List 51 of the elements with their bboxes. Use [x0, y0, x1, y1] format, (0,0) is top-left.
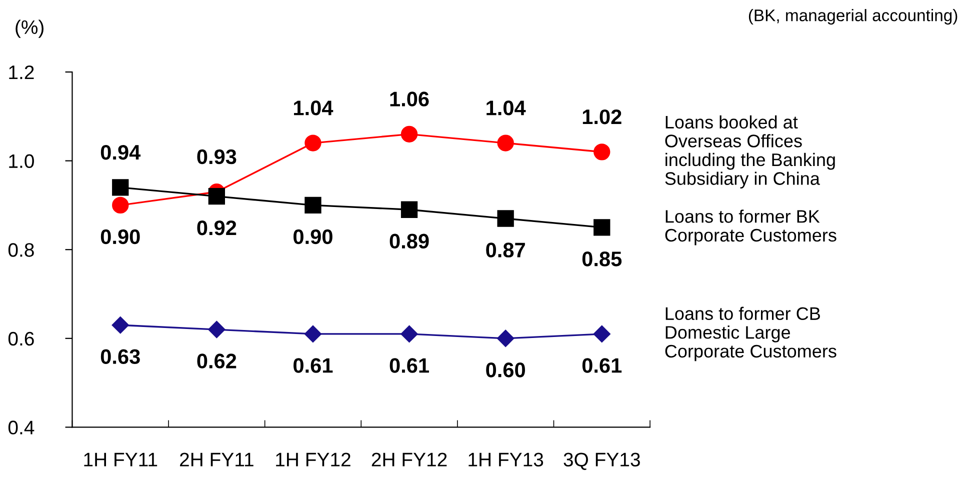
data-label: 0.61: [294, 358, 333, 373]
point: [304, 325, 322, 343]
data-label: 0.89: [390, 234, 429, 249]
data-label: 0.90: [294, 229, 332, 244]
data-label: 1.04: [294, 100, 334, 116]
x-tick-label: 3Q FY13: [564, 452, 640, 470]
data-label: 0.85: [582, 252, 622, 266]
data-label: 0.92: [197, 220, 236, 236]
x-tick-label: 1H FY13: [468, 452, 544, 466]
text: Loans to former BK Corporate Customers: [665, 210, 836, 246]
point: [400, 126, 418, 142]
x-tick-label: 2H FY11: [180, 452, 254, 466]
point: [594, 144, 610, 160]
point: [112, 316, 129, 334]
point: [304, 134, 322, 152]
point: [112, 179, 129, 196]
point: [594, 219, 610, 236]
data-label: 0.61: [390, 358, 429, 373]
point: [208, 188, 226, 205]
point: [208, 320, 226, 338]
data-label: 0.90: [100, 229, 140, 244]
text: Loans booked at Overseas Offices including the Banking Subsidiary in China: [665, 115, 835, 189]
text: (BK, managerial accounting): [748, 9, 958, 25]
point: [497, 210, 514, 227]
data-label: 0.63: [100, 349, 140, 364]
data-label: 1.06: [390, 92, 429, 106]
data-label: 0.62: [197, 354, 236, 368]
point: [497, 134, 514, 152]
data-label: 1.04: [486, 100, 526, 116]
point: [593, 325, 610, 343]
point: [497, 330, 514, 347]
data-label: 0.60: [486, 362, 525, 378]
data-label: 0.61: [582, 358, 622, 373]
point: [400, 325, 418, 343]
y-axis-title: (%): [16, 20, 44, 38]
point: [112, 196, 129, 214]
y-tick-label: 0.4: [8, 420, 34, 434]
data-label: 0.94: [100, 144, 141, 160]
x-tick-label: 1H FY11: [84, 452, 158, 466]
x-tick-label: 2H FY12: [372, 452, 447, 466]
text: Loans to former CB Domestic Large Corporate Customers: [665, 306, 836, 362]
x-tick-label: 1H FY12: [276, 452, 350, 466]
y-tick-label: 1.0: [9, 154, 34, 168]
point: [400, 201, 418, 218]
y-tick-label: 0.8: [8, 243, 34, 257]
y-tick-label: 0.6: [8, 332, 34, 346]
data-label: 1.02: [582, 109, 622, 124]
point: [304, 196, 322, 214]
y-tick-label: 1.2: [9, 65, 34, 80]
data-label: 0.87: [486, 242, 525, 258]
data-label: 0.93: [197, 149, 236, 164]
